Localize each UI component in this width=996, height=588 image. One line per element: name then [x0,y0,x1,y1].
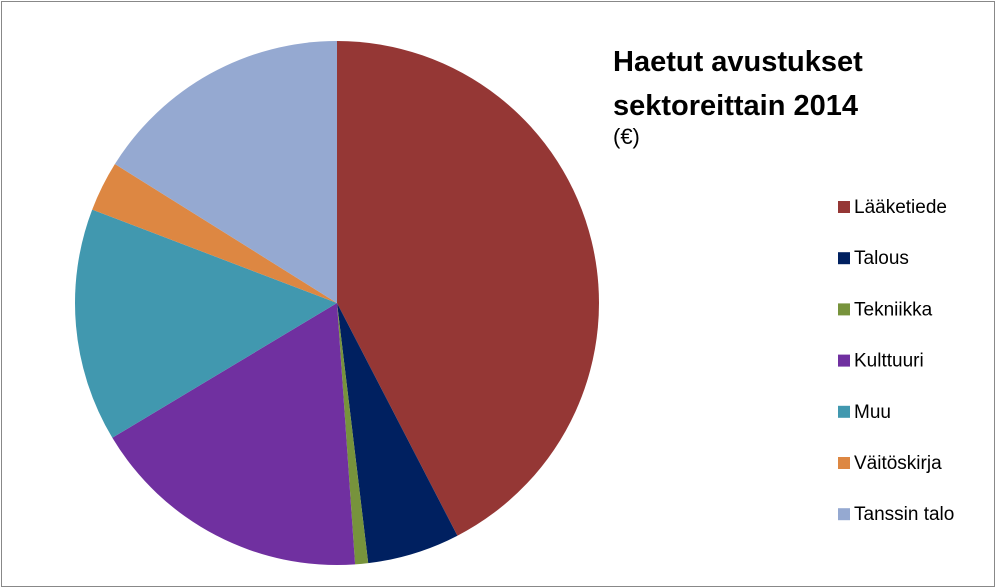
pie-slice [337,303,369,565]
pie-slice [75,209,337,438]
legend-swatch [838,252,850,265]
pie-slice [337,41,599,536]
pie-slice [112,303,356,565]
legend-swatch [838,354,850,367]
legend-label: Talous [854,248,909,269]
legend-swatch [838,201,850,213]
chart-title: Haetut avustukset sektoreittain 2014 [613,46,863,122]
pie-slice [92,164,338,303]
pie-slice [337,303,458,564]
legend-label: Väitöskirja [854,453,942,474]
legend-swatch [838,303,850,316]
chart-subtitle: (€) [613,124,640,149]
pie-slice [114,41,337,303]
legend-swatch [838,405,850,418]
legend-label: Tekniikka [854,299,933,320]
legend-label: Lääketiede [854,197,947,218]
legend-label: Muu [854,402,891,423]
legend-label: Kulttuuri [854,351,924,372]
legend-label: Tanssin talo [854,504,954,525]
legend-swatch [838,457,850,469]
legend-swatch [838,508,850,521]
